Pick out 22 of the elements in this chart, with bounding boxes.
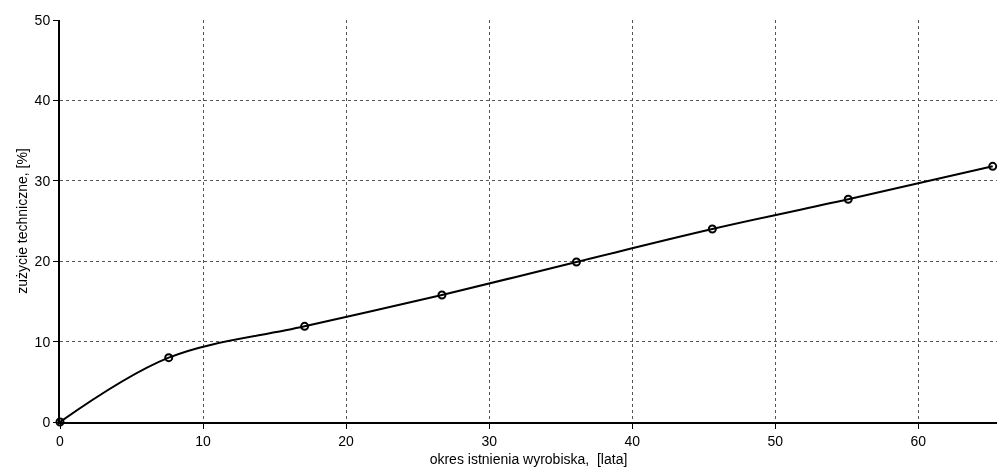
y-tick-label: 50 [34, 11, 51, 28]
y-tick-label: 10 [34, 333, 51, 350]
point [300, 321, 310, 331]
x-tick-label: 0 [56, 432, 65, 449]
x-tick-label: 20 [338, 432, 355, 449]
point [988, 161, 998, 171]
point [571, 257, 581, 267]
x-tick-label: 30 [481, 432, 498, 449]
x-tick-label: 50 [767, 432, 784, 449]
y-axis-title: zużycie techniczne, [%] [13, 148, 30, 294]
point [437, 290, 447, 300]
x-axis-title: okres istnienia wyrobiska, [lata] [429, 450, 628, 467]
point [707, 224, 717, 234]
point [843, 194, 853, 204]
x-tick-label: 40 [624, 432, 641, 449]
y-tick-label: 0 [42, 413, 51, 430]
x-tick-label: 60 [910, 432, 927, 449]
y-tick-label: 30 [34, 172, 51, 189]
point [164, 353, 174, 363]
y-tick-label: 40 [34, 92, 51, 109]
x-tick-label: 10 [195, 432, 212, 449]
y-tick-label: 20 [34, 253, 51, 270]
